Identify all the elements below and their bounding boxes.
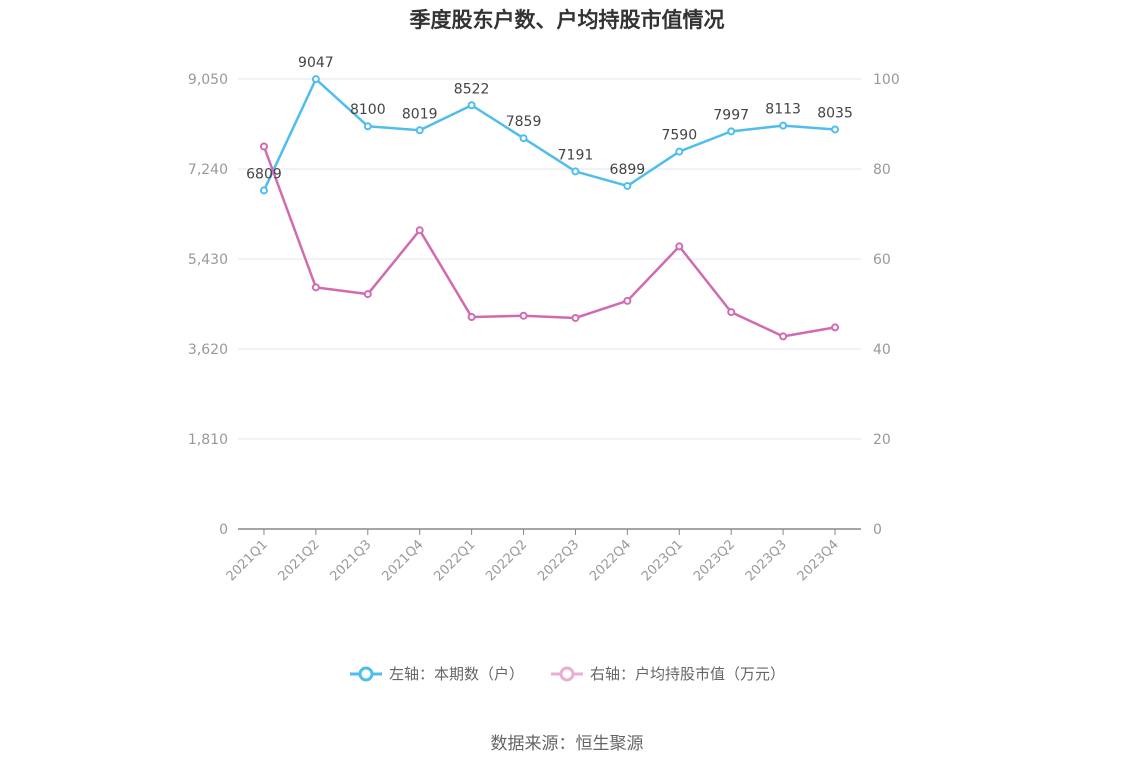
chart-title: 季度股东户数、户均持股市值情况 bbox=[409, 8, 725, 32]
series-line-avg-holding-value bbox=[262, 146, 836, 338]
gridlines bbox=[238, 78, 861, 440]
x-axis-tick-label: 2023Q1 bbox=[639, 537, 686, 584]
data-point-marker bbox=[467, 101, 476, 110]
data-label: 7997 bbox=[713, 107, 749, 123]
x-axis-tick-label: 2021Q3 bbox=[328, 537, 375, 584]
data-label: 8113 bbox=[765, 102, 801, 118]
data-labels: 6809 9047 8100 8019 8522 7859 7191 6899 7590 7997… bbox=[246, 55, 853, 182]
data-point-marker bbox=[415, 226, 424, 235]
legend-label-households: 左轴：本期数（户） bbox=[388, 665, 524, 683]
data-point-marker bbox=[675, 147, 684, 156]
x-axis-tick-label: 2023Q2 bbox=[691, 537, 738, 584]
data-point-marker bbox=[259, 142, 268, 151]
data-point-marker bbox=[363, 290, 372, 299]
legend: 左轴：本期数（户） 右轴：户均持股市值（万元） bbox=[0, 663, 1134, 684]
x-axis-tick-label: 2022Q3 bbox=[535, 537, 582, 584]
right-axis-tick-label: 40 bbox=[873, 342, 891, 358]
right-axis-tick-label: 100 bbox=[873, 72, 900, 88]
legend-item-households[interactable]: 左轴：本期数（户） bbox=[349, 663, 524, 684]
data-source: 数据来源：恒生聚源 bbox=[490, 734, 644, 754]
data-point-marker bbox=[571, 313, 580, 322]
data-label: 6899 bbox=[610, 162, 646, 178]
data-point-marker bbox=[363, 122, 372, 131]
x-axis-tick-label: 2021Q1 bbox=[224, 537, 271, 584]
data-point-marker bbox=[831, 125, 840, 134]
left-axis-tick-label: 5,430 bbox=[188, 252, 228, 268]
data-point-marker bbox=[675, 242, 684, 251]
data-point-marker bbox=[259, 186, 268, 195]
left-axis-tick-label: 9,050 bbox=[188, 72, 228, 88]
data-label: 6809 bbox=[246, 166, 282, 182]
data-label: 9047 bbox=[298, 55, 334, 71]
legend-label-avg-holding-value: 右轴：户均持股市值（万元） bbox=[590, 665, 786, 683]
data-point-marker bbox=[519, 134, 528, 143]
left-axis-tick-label: 1,810 bbox=[188, 432, 228, 448]
x-axis-tick-label: 2022Q1 bbox=[431, 537, 478, 584]
right-axis-tick-label: 0 bbox=[873, 522, 882, 538]
series-lines bbox=[259, 75, 840, 341]
data-point-marker bbox=[727, 308, 736, 317]
right-axis-tick-label: 80 bbox=[873, 162, 891, 178]
data-point-marker bbox=[311, 283, 320, 292]
data-point-marker bbox=[623, 181, 632, 190]
data-point-marker bbox=[779, 121, 788, 130]
left-axis-tick-label: 0 bbox=[219, 522, 228, 538]
x-axis-tick-label: 2022Q4 bbox=[587, 537, 634, 584]
legend-item-avg-holding-value[interactable]: 右轴：户均持股市值（万元） bbox=[550, 663, 785, 684]
data-point-marker bbox=[311, 75, 320, 84]
data-label: 8522 bbox=[454, 81, 490, 97]
legend-line-marker-icon bbox=[551, 666, 583, 681]
data-point-marker bbox=[519, 311, 528, 320]
x-axis-tick-label: 2021Q4 bbox=[379, 537, 426, 584]
data-point-marker bbox=[779, 332, 788, 341]
data-label: 8100 bbox=[350, 102, 386, 118]
legend-line-marker-icon bbox=[349, 666, 382, 681]
data-point-marker bbox=[571, 167, 580, 176]
left-axis-tick-label: 3,620 bbox=[188, 342, 228, 358]
x-axis-tick-label: 2021Q2 bbox=[276, 537, 323, 584]
x-axis-tick-label: 2022Q2 bbox=[483, 537, 530, 584]
x-axis-tick-label: 2023Q4 bbox=[795, 537, 842, 584]
data-label: 7859 bbox=[506, 114, 542, 130]
data-label: 7191 bbox=[558, 147, 594, 163]
data-point-marker bbox=[727, 127, 736, 136]
right-axis-tick-label: 60 bbox=[873, 252, 891, 268]
data-label: 7590 bbox=[661, 128, 697, 144]
data-point-marker bbox=[467, 313, 476, 322]
axes: 0 0 1,810 20 3,620 40 5,430 60 7,240 80 9,050 100 20… bbox=[188, 72, 900, 584]
data-point-marker bbox=[623, 296, 632, 305]
left-axis-tick-label: 7,240 bbox=[188, 162, 228, 178]
series-line-households bbox=[262, 77, 836, 191]
right-axis-tick-label: 20 bbox=[873, 432, 891, 448]
data-label: 8019 bbox=[402, 106, 438, 122]
data-point-marker bbox=[415, 126, 424, 135]
x-axis-tick-label: 2023Q3 bbox=[743, 537, 790, 584]
data-point-marker bbox=[831, 323, 840, 332]
data-label: 8035 bbox=[817, 105, 853, 121]
